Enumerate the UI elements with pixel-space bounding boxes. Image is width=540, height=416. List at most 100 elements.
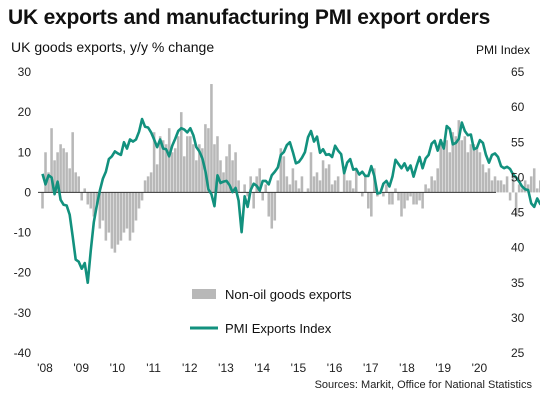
- export-bar: [508, 192, 512, 201]
- left-tick-label: 0: [24, 185, 31, 199]
- export-bar: [385, 184, 388, 193]
- export-bar: [198, 144, 201, 193]
- export-bar: [128, 192, 132, 241]
- export-bar: [134, 192, 138, 221]
- export-bar: [333, 180, 337, 193]
- export-bar: [113, 192, 117, 253]
- export-bar: [514, 192, 518, 217]
- export-bar: [234, 152, 237, 193]
- x-tick-label: '12: [182, 361, 198, 375]
- export-bar: [324, 168, 328, 193]
- right-tick-label: 65: [511, 65, 525, 79]
- export-bar: [56, 152, 59, 193]
- export-bar: [505, 176, 509, 193]
- export-bar: [327, 164, 331, 193]
- export-bar: [351, 188, 355, 193]
- x-tick-label: '09: [73, 361, 89, 375]
- export-bar: [225, 156, 228, 193]
- export-bar: [53, 160, 56, 193]
- export-bar: [523, 180, 527, 193]
- export-bar: [44, 152, 47, 193]
- export-bar: [397, 192, 400, 201]
- export-bar: [457, 120, 461, 193]
- export-bar: [412, 192, 415, 205]
- export-bar: [511, 172, 515, 193]
- export-bar: [463, 136, 467, 193]
- export-bar: [538, 180, 540, 193]
- export-bar: [415, 192, 418, 205]
- x-tick-label: '16: [327, 361, 343, 375]
- export-bar: [231, 160, 234, 193]
- export-bar: [388, 192, 391, 205]
- export-bar: [517, 184, 521, 193]
- export-bar: [469, 144, 473, 193]
- export-bar: [192, 144, 195, 193]
- export-bar: [360, 192, 364, 197]
- right-axis-label: PMI Index: [475, 43, 530, 57]
- export-bar: [183, 156, 186, 193]
- export-bar: [207, 128, 210, 193]
- export-bar: [294, 180, 298, 193]
- export-bar: [400, 192, 403, 217]
- export-bar: [131, 192, 135, 233]
- export-bar: [472, 144, 476, 193]
- export-bar: [83, 188, 87, 193]
- export-bar: [406, 192, 409, 201]
- export-bar: [261, 192, 264, 201]
- export-bar: [104, 192, 108, 241]
- export-bar: [158, 136, 162, 193]
- export-bar: [499, 180, 503, 193]
- right-tick-label: 45: [511, 206, 525, 220]
- export-bar: [285, 176, 289, 193]
- export-bar: [167, 128, 171, 193]
- export-bar: [258, 168, 261, 193]
- export-bar: [367, 192, 370, 209]
- export-bar: [80, 192, 83, 201]
- left-tick-label: -40: [14, 346, 32, 360]
- export-bar: [213, 144, 216, 193]
- export-bar: [176, 136, 180, 193]
- export-bar: [71, 132, 74, 193]
- export-bar: [520, 188, 524, 193]
- export-bar: [164, 144, 168, 193]
- export-bar: [125, 192, 129, 229]
- export-bar: [228, 144, 231, 193]
- export-bar: [50, 128, 53, 193]
- left-tick-label: 30: [18, 65, 32, 79]
- export-bar: [101, 192, 105, 221]
- legend: Non-oil goods exports PMI Exports Index: [190, 287, 352, 336]
- bars-layer: [41, 84, 540, 253]
- export-bar: [490, 180, 494, 193]
- x-tick-label: '08: [37, 361, 53, 375]
- export-bar: [59, 144, 62, 193]
- export-bar: [342, 168, 346, 193]
- export-bar: [484, 172, 488, 193]
- left-tick-label: -30: [14, 306, 32, 320]
- export-bar: [68, 168, 71, 193]
- left-tick-label: 20: [18, 105, 32, 119]
- export-bar: [110, 192, 114, 249]
- x-tick-label: '14: [254, 361, 270, 375]
- x-tick-label: '20: [472, 361, 488, 375]
- export-bar: [77, 176, 80, 193]
- export-bar: [297, 188, 301, 193]
- export-bar: [502, 184, 506, 193]
- export-bar: [252, 192, 255, 209]
- export-bar: [146, 176, 150, 193]
- export-bar: [318, 180, 322, 193]
- export-bar: [409, 192, 412, 197]
- export-bar: [41, 192, 44, 209]
- export-bar: [391, 192, 394, 205]
- export-bar: [143, 180, 147, 193]
- export-bar: [466, 152, 470, 193]
- export-bar: [47, 172, 50, 193]
- left-tick-label: 10: [18, 145, 32, 159]
- export-bar: [173, 148, 177, 193]
- export-bar: [478, 152, 482, 193]
- export-bar: [496, 180, 500, 193]
- export-bar: [140, 192, 144, 201]
- export-bar: [170, 152, 174, 193]
- export-bar: [186, 136, 189, 193]
- right-axis-ticks: 65 60 55 50 45 40 35 30 25: [511, 65, 525, 360]
- x-tick-label: '18: [399, 361, 415, 375]
